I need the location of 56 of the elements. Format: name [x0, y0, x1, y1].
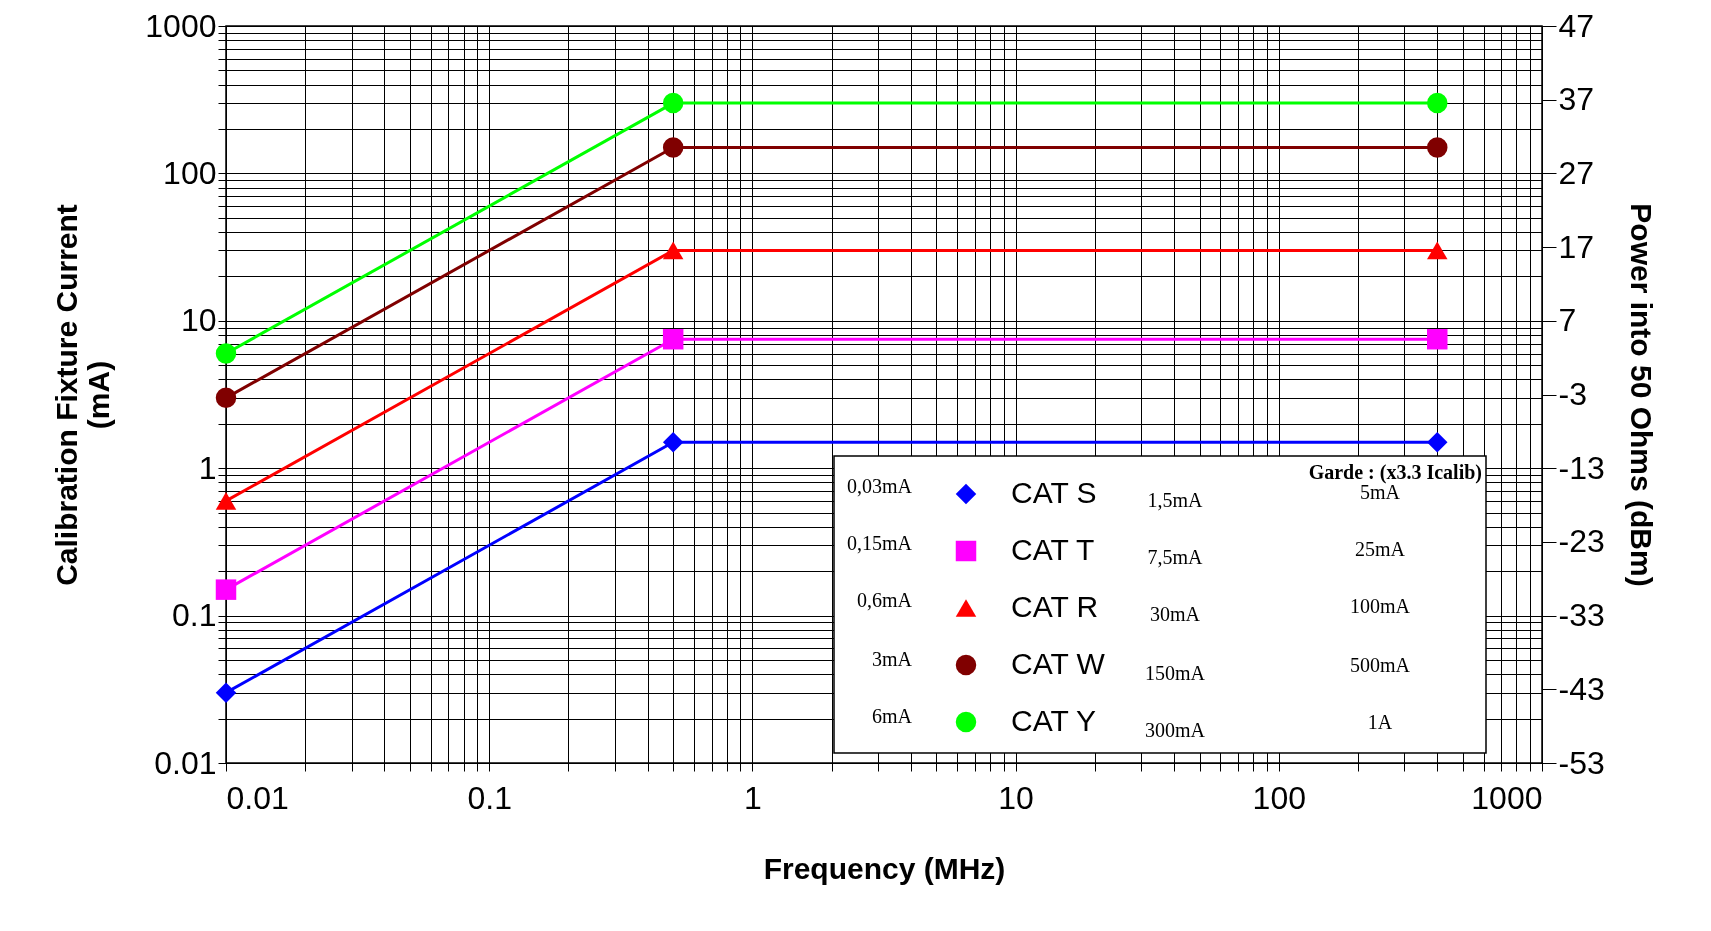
point [1427, 92, 1448, 114]
point [215, 682, 237, 703]
y2-tick-label: 37 [1558, 81, 1595, 118]
point [215, 387, 237, 409]
y2-tick-label: -3 [1558, 376, 1587, 412]
annotation: 0,03mA [847, 475, 912, 497]
y2-tick-label: -33 [1558, 597, 1605, 634]
y2-tick-label: -23 [1558, 523, 1605, 560]
legend-label: CAT Y [1011, 704, 1097, 737]
y-axis-title: Calibration Fixture Current (mA) [50, 204, 116, 586]
y2-tick-label: 27 [1558, 154, 1595, 191]
x-tick-label: 0.01 [226, 779, 289, 816]
annotation: 1,5mA [1147, 489, 1203, 511]
y2-tick-label: 17 [1558, 228, 1595, 265]
y-tick-label: 0.1 [172, 597, 217, 634]
x-tick-label: 0.1 [467, 779, 512, 816]
x-axis-title: Frequency (MHz) [763, 851, 1006, 885]
y-tick-label: 1000 [145, 7, 217, 44]
point [215, 579, 237, 600]
y2-tick-label: -43 [1558, 670, 1605, 707]
point [1427, 137, 1448, 158]
y2-tick-label: 7 [1558, 302, 1577, 339]
annotation: 25mA [1355, 538, 1405, 560]
annotation: 0,15mA [847, 532, 912, 554]
x-tick-label: 100 [1252, 779, 1306, 816]
annotation: 3mA [872, 648, 912, 670]
y2-tick-label: 47 [1558, 7, 1595, 44]
legend-label: CAT R [1011, 590, 1099, 623]
point [1427, 328, 1448, 350]
annotation: 300mA [1145, 719, 1205, 741]
x-tick-label: 1 [744, 779, 762, 816]
point [215, 343, 237, 364]
y-tick-label: 100 [163, 154, 217, 191]
y2-tick-label: -13 [1558, 449, 1605, 486]
legend-label: CAT T [1011, 533, 1095, 566]
y2-tick-label: -53 [1558, 744, 1605, 781]
y-tick-label: 1 [198, 449, 217, 486]
x-tick-label: 10 [998, 779, 1034, 816]
annotation: 30mA [1150, 603, 1200, 625]
x-tick-label: 1000 [1471, 779, 1543, 816]
annotation: 7,5mA [1147, 546, 1203, 568]
legend-label: CAT W [1011, 647, 1106, 680]
annotation: 0,6mA [857, 589, 912, 611]
point [215, 492, 237, 510]
y-tick-label: 0.01 [154, 744, 217, 781]
y2-axis-title: Power into 50 Ohms (dBm) [1624, 203, 1658, 587]
y-tick-label: 10 [180, 302, 217, 339]
point [1427, 432, 1448, 453]
annotation: 100mA [1350, 595, 1410, 617]
annotation: 150mA [1145, 662, 1205, 684]
legend-label: CAT S [1011, 476, 1097, 509]
annotation: 6mA [872, 705, 912, 727]
annotation: 500mA [1350, 654, 1410, 676]
annotation: Garde : (x3.3 Icalib) [1308, 461, 1482, 483]
point [1427, 241, 1448, 260]
annotation: 1A [1367, 711, 1393, 733]
